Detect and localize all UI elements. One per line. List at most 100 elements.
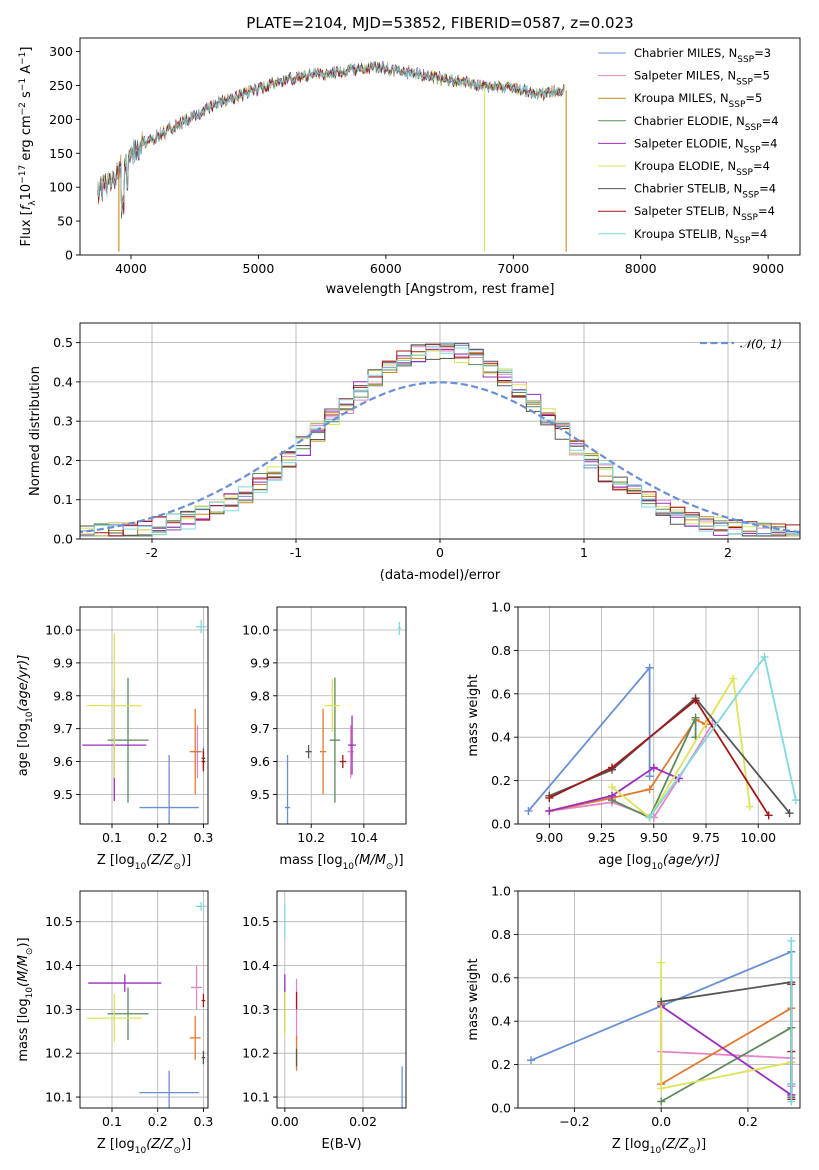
legend-label: Kroupa STELIB, NSSP=4 — [634, 227, 767, 246]
y-tick-label: 0.2 — [53, 453, 73, 468]
y-tick-label: 0.3 — [53, 414, 73, 429]
y-tick-label: 0.6 — [491, 970, 511, 985]
label-part: 10 — [343, 862, 355, 872]
plot-area — [86, 901, 207, 1108]
axes-frame — [79, 37, 801, 256]
y-tick-label: 250 — [49, 78, 73, 93]
label-part: Kroupa STELIB, N — [634, 227, 734, 241]
label-part: SSP — [741, 213, 758, 223]
x-tick-label: 0.3 — [193, 1114, 213, 1129]
label-part: 10 — [135, 1146, 147, 1156]
axes-spectrum: 4000 5000 6000 7000 8000 9000 0 50 100 150 200 250 3… — [18, 37, 801, 297]
y-tick-label: 9.5 — [250, 787, 270, 802]
weight-marker — [657, 1084, 666, 1093]
label-part: =4 — [762, 114, 779, 128]
x-axis-label: wavelength [Angstrom, rest frame] — [326, 282, 555, 297]
label-part: =4 — [758, 204, 775, 218]
weight-marker — [645, 772, 654, 781]
axes-frame — [517, 606, 801, 825]
legend-label: Salpeter MILES, NSSP=5 — [634, 69, 770, 88]
x-tick-label: 9000 — [752, 261, 784, 276]
y-tick-label: 9.7 — [53, 721, 73, 736]
y-tick-label: 0.6 — [491, 686, 511, 701]
weight-marker — [524, 806, 533, 815]
label-part: 10 — [135, 862, 147, 872]
weight-marker — [608, 791, 616, 800]
label-part: mass [log — [279, 853, 342, 868]
label-part: SSP — [744, 145, 761, 155]
plot-area — [80, 343, 800, 537]
label-part: Kroupa ELODIE, N — [634, 159, 736, 173]
histogram-series — [80, 346, 800, 537]
label-part: )] — [393, 853, 403, 868]
label-part: 10 — [25, 987, 35, 999]
plot-area — [527, 936, 796, 1106]
y-axis-label: Flux [fλ10−17 erg cm−2 s−1 A−1] — [18, 47, 38, 247]
label-part: (Z/Z — [146, 853, 174, 868]
label-part: )] — [696, 1137, 706, 1152]
label-part: Flux [ — [19, 210, 34, 246]
weight-series — [549, 723, 714, 819]
axes-residuals: -2 -1 0 1 2 0.0 0.1 0.2 0.3 0.4 0.5 𝒩(0, 1) (data-mo… — [28, 322, 801, 583]
y-tick-label: 10.4 — [45, 958, 73, 973]
axes-frame — [276, 890, 407, 1109]
weight-marker — [527, 1056, 536, 1065]
y-tick-label: 50 — [57, 214, 73, 229]
label-part: (M/M — [16, 955, 31, 987]
label-part: ⊙ — [173, 862, 181, 872]
x-tick-label: 9.50 — [640, 830, 668, 845]
weight-series — [548, 698, 770, 816]
legend-label: Chabrier STELIB, NSSP=4 — [634, 182, 776, 201]
y-tick-label: 0.1 — [53, 492, 73, 507]
label-part: ⊙ — [25, 948, 35, 956]
axes-mass-vs-EBV: 0.00 0.02 10.1 10.2 10.3 10.4 10.5 E(B-V) — [242, 890, 407, 1152]
label-part: Z [log — [97, 1137, 135, 1152]
axes-weight-vs-age: 9.00 9.25 9.50 9.75 10.00 0.0 0.2 0.4 0.6 0.8 1.0 a… — [466, 600, 801, 872]
label-part: =4 — [753, 159, 770, 173]
y-tick-label: 10.3 — [242, 1002, 270, 1017]
axes-frame — [79, 890, 209, 1109]
weight-marker — [649, 763, 658, 772]
label-part: (M/M — [354, 853, 386, 868]
legend-label: 𝒩(0, 1) — [740, 337, 782, 351]
label-part: 10 — [651, 862, 663, 872]
label-part: −2 — [18, 102, 28, 115]
y-tick-label: 0.5 — [53, 335, 73, 350]
axes-age-vs-mass: 10.2 10.4 9.5 9.6 9.7 9.8 9.9 10.0 mass [log10(M… — [242, 606, 407, 872]
weight-marker — [608, 783, 616, 792]
y-axis-label: mass weight — [466, 674, 481, 756]
label-part: A — [19, 65, 34, 78]
label-part: )] — [16, 937, 31, 947]
weight-marker — [785, 809, 794, 818]
y-tick-label: 10.2 — [242, 1046, 270, 1061]
y-tick-label: 9.6 — [250, 754, 270, 769]
legend-label: Chabrier MILES, NSSP=3 — [634, 46, 771, 65]
label-part: SSP — [736, 78, 753, 88]
y-tick-label: 200 — [49, 112, 73, 127]
label-part: SSP — [736, 168, 753, 178]
x-tick-label: 8000 — [625, 261, 657, 276]
y-axis-label: mass weight — [466, 958, 481, 1040]
normal-curve — [80, 381, 800, 534]
y-tick-label: 0.0 — [53, 532, 73, 547]
label-part: ⊙ — [386, 862, 394, 872]
weight-marker — [545, 793, 554, 802]
weight-series — [660, 1003, 792, 1086]
y-tick-label: 0 — [65, 248, 73, 263]
axes-frame — [517, 890, 801, 1109]
x-tick-label: 1 — [580, 545, 588, 560]
weight-marker — [760, 652, 769, 661]
legend-label: Salpeter STELIB, NSSP=4 — [634, 204, 775, 223]
x-tick-label: 5000 — [243, 261, 275, 276]
y-tick-label: 1.0 — [491, 884, 511, 899]
label-part: (Z/Z — [661, 1137, 689, 1152]
weight-marker — [657, 958, 666, 967]
label-part: 10 — [650, 1146, 662, 1156]
weight-marker — [645, 813, 654, 822]
label-part: ⊙ — [688, 1146, 696, 1156]
axes-mass-vs-Z: 0.1 0.2 0.310.110.210.310.410.5Z [log10(Z/… — [16, 890, 213, 1156]
x-tick-label: 9.75 — [692, 830, 720, 845]
axes-frame — [276, 606, 407, 825]
y-tick-label: 10.0 — [45, 623, 73, 638]
